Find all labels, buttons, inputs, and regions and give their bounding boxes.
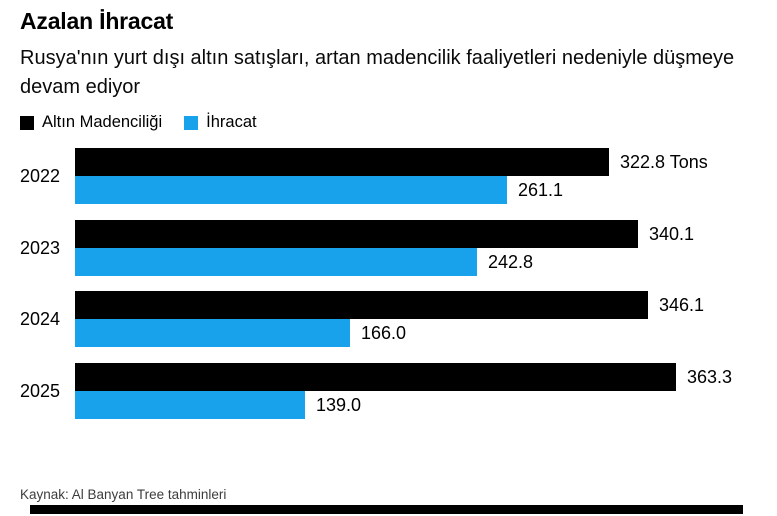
bar-mining xyxy=(75,363,676,391)
bar-exports xyxy=(75,391,305,419)
chart-subtitle: Rusya'nın yurt dışı altın satışları, art… xyxy=(20,47,735,98)
bar-group-2025: 2025 363.3 139.0 xyxy=(0,363,777,419)
bar-mining xyxy=(75,220,638,248)
bar-group-2022: 2022 322.8 Tons 261.1 xyxy=(0,148,777,204)
legend-item-exports: İhracat xyxy=(184,113,257,132)
bar-exports xyxy=(75,319,350,347)
value-label-exports: 139.0 xyxy=(316,394,362,415)
legend-label-exports: İhracat xyxy=(206,113,257,131)
value-label-mining: 363.3 xyxy=(687,366,733,387)
value-label-exports: 166.0 xyxy=(361,322,407,343)
year-label: 2023 xyxy=(20,237,61,258)
legend-swatch-mining xyxy=(20,115,34,130)
value-label-mining: 322.8 Tons xyxy=(620,151,708,172)
value-label-mining: 346.1 xyxy=(659,294,705,315)
legend-swatch-exports xyxy=(184,115,199,130)
bar-mining xyxy=(75,291,648,319)
bar-mining xyxy=(75,148,609,176)
chart-title: Azalan İhracat xyxy=(20,8,174,34)
legend-label-mining: Altın Madenciliği xyxy=(42,113,163,131)
legend-item-mining: Altın Madenciliği xyxy=(20,113,162,132)
value-label-mining: 340.1 xyxy=(649,223,695,244)
year-label: 2025 xyxy=(20,380,61,401)
source-note: Kaynak: Al Banyan Tree tahminleri xyxy=(20,487,227,502)
value-label-exports: 261.1 xyxy=(518,179,564,200)
legend: Altın Madenciliği İhracat xyxy=(20,113,257,132)
footer-bar xyxy=(30,505,743,514)
bar-group-2023: 2023 340.1 242.8 xyxy=(0,220,777,276)
value-label-exports: 242.8 xyxy=(488,251,534,272)
bar-group-2024: 2024 346.1 166.0 xyxy=(0,291,777,347)
bar-exports xyxy=(75,248,477,276)
year-label: 2024 xyxy=(20,308,61,329)
bar-exports xyxy=(75,176,507,204)
year-label: 2022 xyxy=(20,165,61,186)
